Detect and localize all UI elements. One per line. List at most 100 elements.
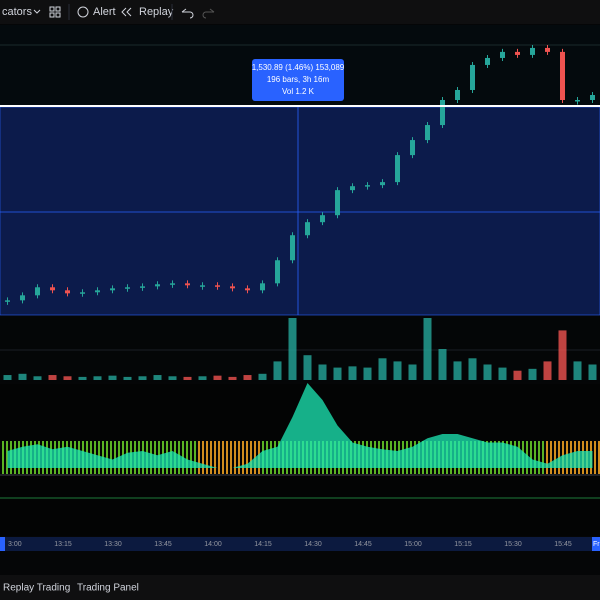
volume-bar <box>63 376 72 380</box>
signal-bar <box>214 441 216 474</box>
volume-bar <box>18 373 27 380</box>
candle <box>500 51 505 58</box>
signal-bar <box>202 441 204 474</box>
volume-bar <box>453 361 462 380</box>
candle <box>575 100 580 102</box>
candle <box>515 51 520 55</box>
time-axis <box>0 537 600 551</box>
replay-icon[interactable] <box>121 7 132 17</box>
signal-bar <box>194 441 196 474</box>
candle <box>185 283 190 286</box>
candle <box>485 57 490 65</box>
indicators-button[interactable]: cators <box>2 6 32 18</box>
time-labels: 13:15 13:30 13:45 14:00 14:15 14:30 14:45 15:00… <box>54 541 572 548</box>
layout-icon[interactable] <box>49 6 55 12</box>
signal-bar <box>110 441 112 474</box>
dropdown-icon[interactable] <box>33 9 41 14</box>
volume-bar <box>33 376 42 380</box>
volume-bar <box>588 364 597 380</box>
volume-bar <box>378 358 387 380</box>
candle <box>125 287 130 289</box>
oscillator-area <box>7 383 593 468</box>
candle <box>110 288 115 291</box>
signal-bar <box>198 441 200 474</box>
signal-bar <box>190 441 192 474</box>
signal-bar <box>238 441 240 474</box>
volume-bar <box>363 367 372 380</box>
redo-button[interactable] <box>202 8 215 19</box>
bottom-tab[interactable]: Trading Panel <box>77 583 139 594</box>
volume-bar <box>438 349 447 380</box>
signal-bar <box>186 441 188 474</box>
volume-bar <box>183 376 192 380</box>
signal-bar <box>250 441 252 474</box>
candle <box>380 182 385 186</box>
volume-bar <box>348 366 357 380</box>
bottom-tab[interactable]: Replay Trading <box>3 583 70 594</box>
candle <box>335 190 340 216</box>
candle <box>200 285 205 287</box>
signal-bar <box>114 441 116 474</box>
signal-bar <box>242 441 244 474</box>
volume-bar <box>498 367 507 380</box>
time-label: 15:15 <box>454 541 472 548</box>
signal-bar <box>534 441 536 474</box>
volume-bar <box>573 361 582 380</box>
candle <box>35 287 40 296</box>
volume-bar <box>213 375 222 380</box>
volume-bar <box>273 361 282 380</box>
signal-bar <box>234 441 236 474</box>
signal-bar <box>2 441 4 474</box>
candle <box>545 47 550 52</box>
measure-tooltip <box>252 59 344 101</box>
signal-bar <box>230 441 232 474</box>
volume-bar <box>288 318 297 380</box>
alert-icon[interactable] <box>77 6 89 18</box>
signal-bar <box>550 441 552 474</box>
volume-bar <box>138 376 147 380</box>
candle <box>305 222 310 236</box>
signal-bar <box>222 441 224 474</box>
volume-bar <box>408 364 417 380</box>
volume-bar <box>48 375 57 380</box>
volume-bar <box>528 368 537 380</box>
volume-bar <box>468 358 477 380</box>
candle <box>20 295 25 301</box>
candle <box>260 283 265 291</box>
candle <box>440 100 445 126</box>
signal-bar <box>218 441 220 474</box>
undo-button[interactable] <box>181 8 194 19</box>
volume-bar <box>228 376 237 380</box>
signal-bar <box>106 441 108 474</box>
tooltip-volume: Vol 1.2 K <box>282 87 315 96</box>
candle <box>230 286 235 289</box>
replay-button[interactable]: Replay <box>139 6 174 18</box>
volume-bar <box>168 376 177 380</box>
candle <box>365 185 370 187</box>
candle <box>275 260 280 284</box>
volume-bar <box>393 361 402 380</box>
volume-bar <box>108 375 117 380</box>
volume-bar <box>198 376 207 380</box>
signal-bar <box>554 441 556 474</box>
volume-bar <box>318 364 327 380</box>
volume-bar <box>3 375 12 380</box>
volume-bar <box>303 355 312 380</box>
signal-bar <box>210 441 212 474</box>
signal-bar <box>6 441 8 474</box>
candle <box>470 64 475 90</box>
range-end-marker <box>592 537 600 551</box>
volume-pane <box>0 316 600 382</box>
volume-bar <box>513 370 522 380</box>
candle <box>50 287 55 291</box>
candle <box>455 89 460 101</box>
volume-bar <box>483 364 492 380</box>
alert-button[interactable]: Alert <box>93 6 116 18</box>
time-label: 3:00 <box>8 541 22 548</box>
bottom-panel <box>0 575 600 600</box>
candle <box>215 285 220 287</box>
time-label: 13:15 <box>54 541 72 548</box>
time-label: 15:30 <box>504 541 522 548</box>
candle <box>290 235 295 261</box>
candle <box>5 300 10 302</box>
